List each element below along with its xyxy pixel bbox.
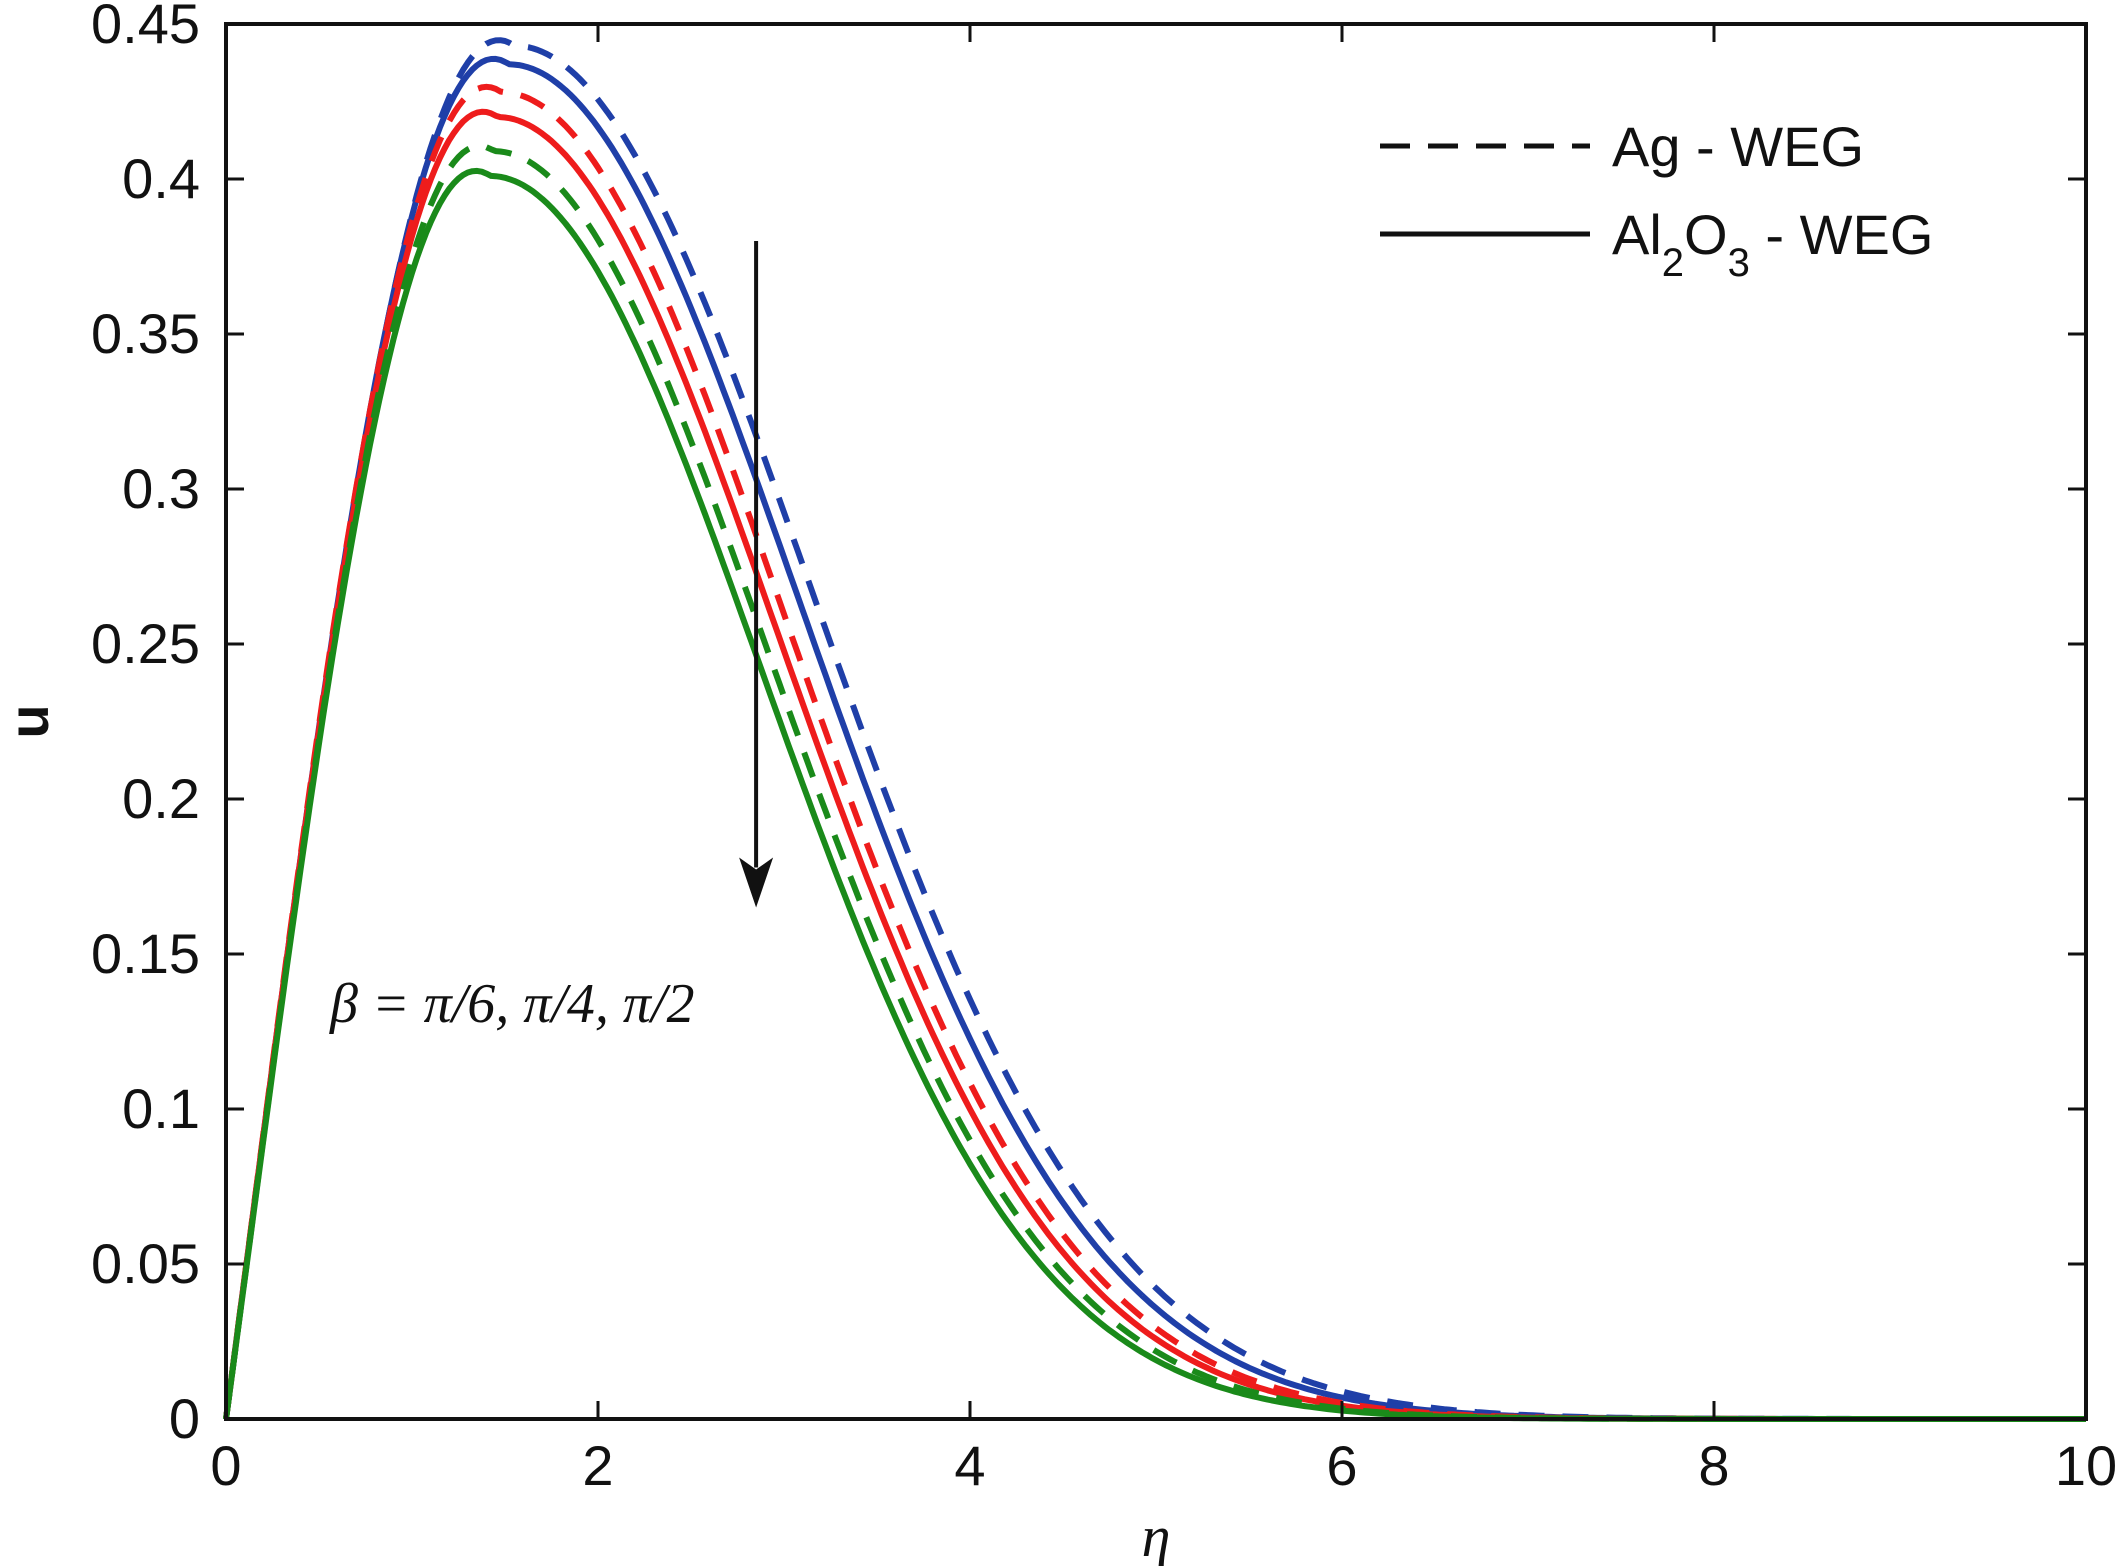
annotation-text: β = π/6, π/4, π/2 [329,973,695,1035]
legend-sub-2: 2 [1662,241,1684,285]
legend-label-weg: - WEG [1750,203,1934,266]
series-line-blue-dashed [223,37,2086,1422]
x-tick-label: 10 [2055,1434,2117,1497]
y-tick-label: 0 [169,1387,200,1450]
x-tick-label: 6 [1326,1434,1357,1497]
annotation-arrow-head [739,857,774,908]
y-tick-label: 0.35 [91,302,200,365]
legend-label-o: O [1684,203,1728,266]
y-tick-label: 0.25 [91,612,200,675]
plot-frame [224,22,2088,1421]
y-tick-label: 0.45 [91,0,200,55]
x-tick-label: 8 [1698,1434,1729,1497]
x-tick-label: 2 [582,1434,613,1497]
x-tick-label: 0 [210,1434,241,1497]
x-axis-label: η [1142,1504,1171,1566]
y-tick-label: 0.4 [122,147,200,210]
axis-ticks: 0 2 4 6 8 10 0 0.05 0.1 0.15 0.2 0.25 0.3 0.35 0.4 0.45 [91,0,2117,1497]
y-tick-label: 0.05 [91,1232,200,1295]
legend-sub-3: 3 [1728,241,1750,285]
legend-label-ag-weg: Ag - WEG [1612,115,1864,178]
x-tick-label: 4 [954,1434,985,1497]
y-tick-label: 0.2 [122,767,200,830]
legend-label-al2o3-weg: Al2O3 - WEG [1612,203,1933,285]
legend: Ag - WEG Al2O3 - WEG [1380,115,1933,285]
y-tick-label: 0.1 [122,1077,200,1140]
annotation: β = π/6, π/4, π/2 [329,241,774,1035]
y-axis-label: u [0,704,60,738]
y-tick-label: 0.3 [122,457,200,520]
y-tick-label: 0.15 [91,922,200,985]
legend-label-al: Al [1612,203,1662,266]
